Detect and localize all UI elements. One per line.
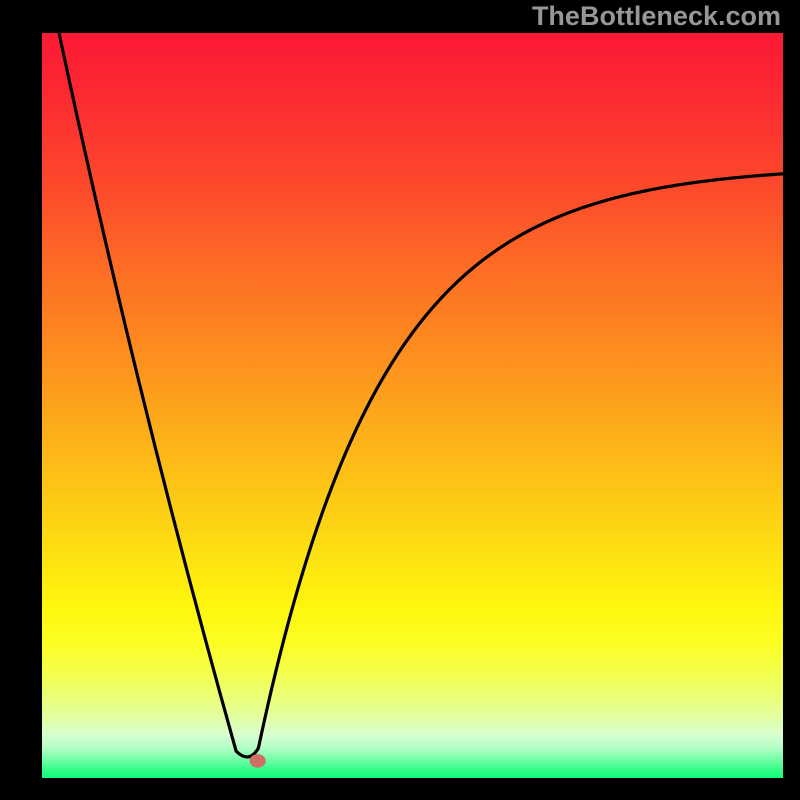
canvas-root: TheBottleneck.com xyxy=(0,0,800,800)
watermark-text: TheBottleneck.com xyxy=(532,1,781,32)
bottleneck-curve xyxy=(59,33,783,757)
sweet-spot-marker xyxy=(249,754,265,767)
plot-svg xyxy=(42,33,783,778)
plot-area xyxy=(42,33,783,778)
